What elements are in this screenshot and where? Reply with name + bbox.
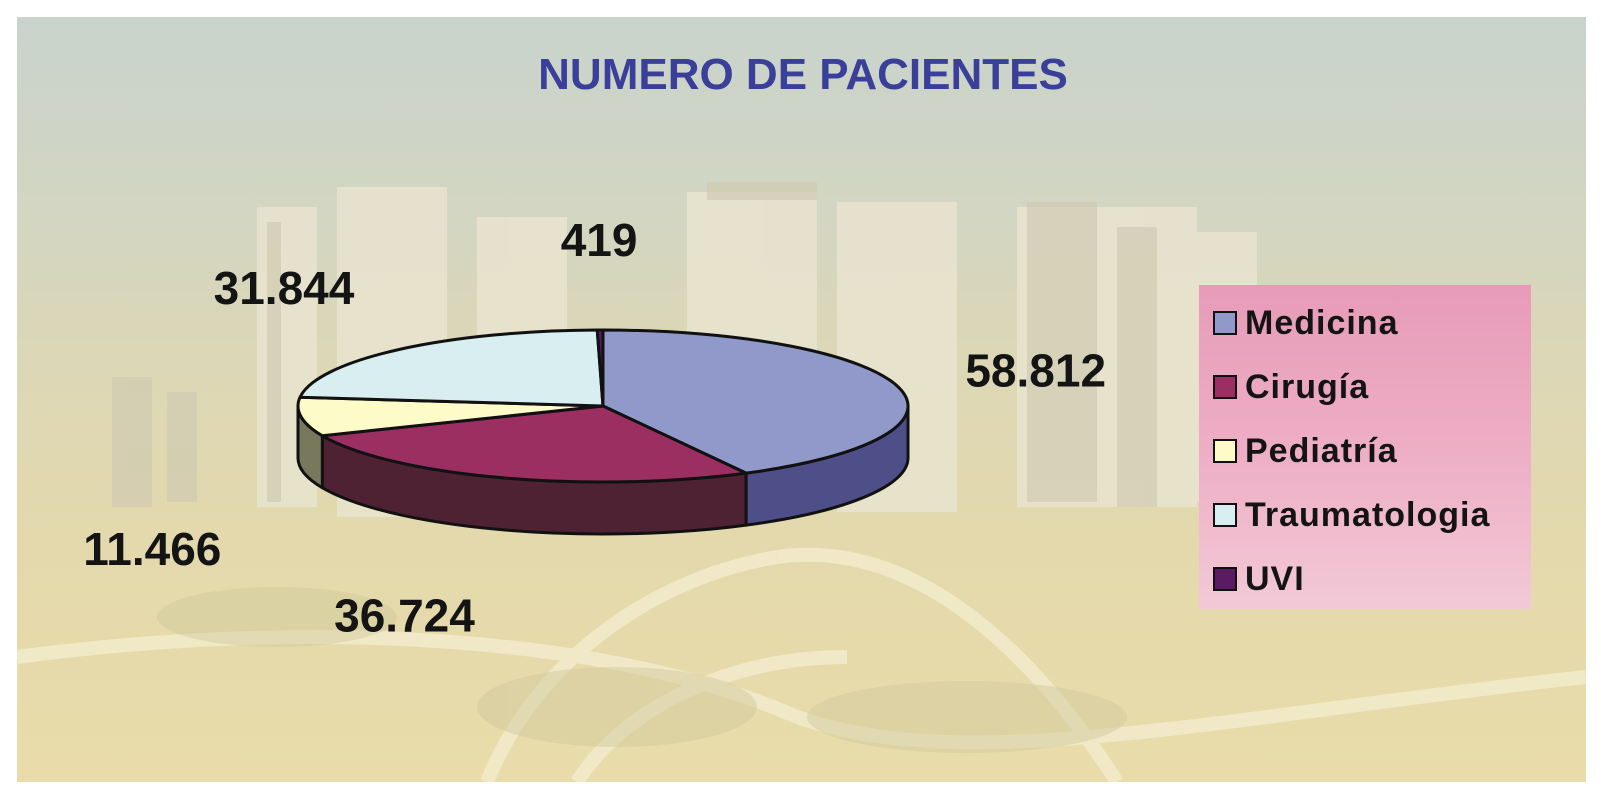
legend-swatch: [1213, 311, 1237, 335]
data-label-medicina: 58.812: [965, 345, 1106, 397]
pie-slice-traumatologia[interactable]: [298, 328, 605, 408]
legend-label: UVI: [1245, 559, 1305, 598]
pie-slices: [296, 328, 910, 484]
chart-title: NUMERO DE PACIENTES: [538, 50, 1068, 99]
legend-swatch: [1213, 439, 1237, 463]
chart-figure: NUMERO DE PACIENTES 58.812 36.724 11.466 31…: [17, 17, 1586, 782]
pie-slice-uvi[interactable]: [595, 328, 605, 408]
legend-item-pediatria: Pediatría: [1213, 431, 1398, 471]
pie-chart: NUMERO DE PACIENTES 58.812 36.724 11.466 31…: [83, 50, 1106, 642]
legend-label: Pediatría: [1245, 431, 1398, 470]
legend-item-cirugia: Cirugía: [1213, 367, 1369, 407]
legend: Medicina Cirugía Pediatría Traumatologia UVI: [1199, 285, 1531, 609]
legend-item-traumatologia: Traumatologia: [1213, 495, 1490, 535]
legend-label: Medicina: [1245, 303, 1399, 342]
data-label-uvi: 419: [561, 214, 638, 266]
data-label-pediatria: 11.466: [83, 523, 221, 575]
legend-item-uvi: UVI: [1213, 559, 1305, 599]
legend-label: Cirugía: [1245, 367, 1370, 406]
data-label-traumatologia: 31.844: [214, 262, 355, 314]
legend-swatch: [1213, 567, 1237, 591]
legend-swatch: [1213, 503, 1237, 527]
pie-slice-medicina[interactable]: [601, 328, 910, 475]
data-label-cirugia: 36.724: [334, 590, 475, 642]
legend-swatch: [1213, 375, 1237, 399]
legend-label: Traumatologia: [1245, 495, 1491, 534]
pie-data-labels: 58.812 36.724 11.466 31.844 419: [83, 214, 1106, 642]
pie-slice-pediatria[interactable]: [296, 395, 605, 438]
legend-item-medicina: Medicina: [1213, 303, 1398, 343]
